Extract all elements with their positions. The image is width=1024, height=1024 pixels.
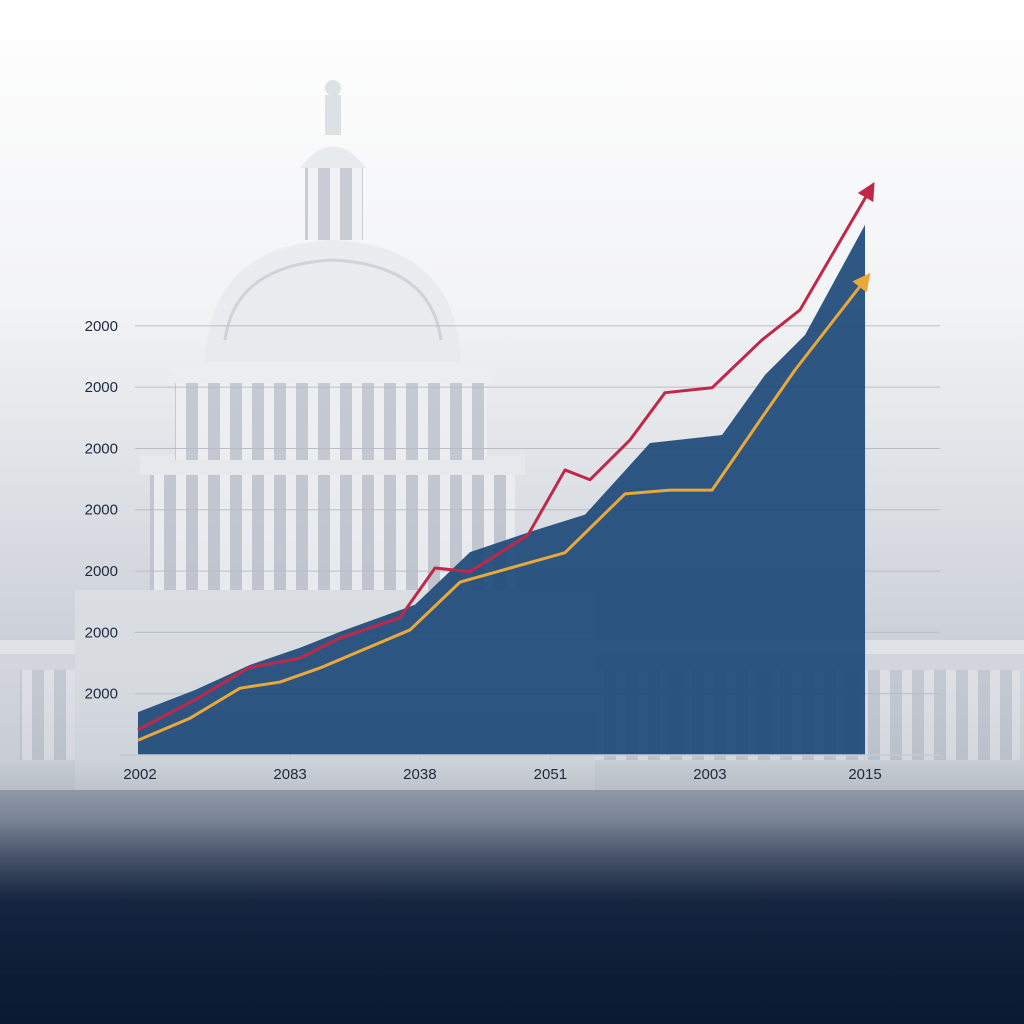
- y-tick-label: 2000: [85, 379, 118, 396]
- y-tick-label: 2000: [85, 563, 118, 580]
- y-tick-label: 2000: [85, 624, 118, 641]
- x-tick-label: 2003: [693, 766, 726, 783]
- y-tick-label: 2000: [85, 318, 118, 335]
- x-tick-label: 2002: [123, 766, 156, 783]
- x-tick-label: 2083: [273, 766, 306, 783]
- y-tick-label: 2000: [85, 686, 118, 703]
- x-tick-label: 2015: [848, 766, 881, 783]
- y-tick-label: 2000: [85, 440, 118, 457]
- area: [137, 224, 866, 755]
- x-tick-label: 2038: [403, 766, 436, 783]
- x-tick-label: 2051: [534, 766, 567, 783]
- y-tick-label: 2000: [85, 502, 118, 519]
- line: [137, 181, 875, 732]
- line: [137, 272, 871, 742]
- bottom-fog: [0, 760, 1024, 1024]
